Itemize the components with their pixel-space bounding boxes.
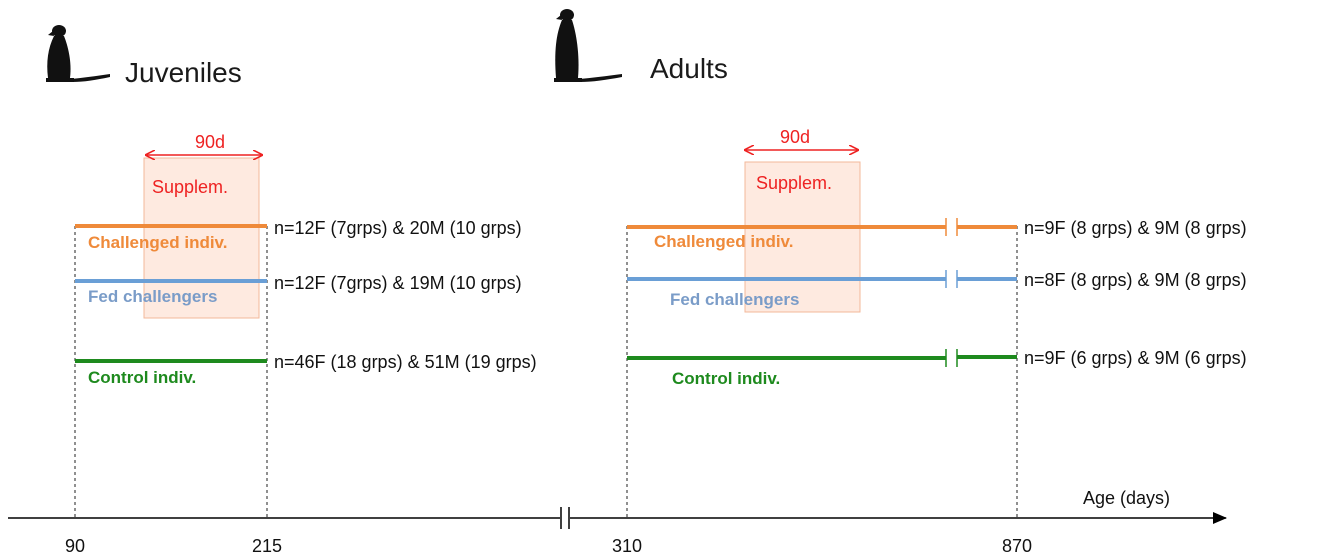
meerkat-silhouette-icon	[46, 25, 110, 82]
supplement-window-adults	[744, 161, 861, 313]
supplement-label-adults: Supplem.	[756, 173, 832, 193]
sample-size-adult-fed: n=8F (8 grps) & 9M (8 grps)	[1024, 270, 1247, 290]
meerkat-silhouette-icon	[554, 9, 622, 82]
panel-title-juveniles: Juveniles	[125, 57, 242, 88]
group-label-juv-challenged: Challenged indiv.	[88, 233, 227, 252]
supplement-window-juveniles	[143, 157, 260, 319]
sample-size-adult-control: n=9F (6 grps) & 9M (6 grps)	[1024, 348, 1247, 368]
group-line-adult-challenged	[627, 218, 1017, 236]
age-axis	[8, 507, 1227, 529]
sample-size-juv-control: n=46F (18 grps) & 51M (19 grps)	[274, 352, 537, 372]
group-line-adult-fed	[627, 270, 1017, 288]
group-label-adult-fed: Fed challengers	[670, 290, 799, 309]
group-label-juv-control: Control indiv.	[88, 368, 196, 387]
group-label-juv-fed: Fed challengers	[88, 287, 217, 306]
interval-label-adults: 90d	[780, 127, 810, 147]
sample-size-adult-challenged: n=9F (8 grps) & 9M (8 grps)	[1024, 218, 1247, 238]
supplement-label-juveniles: Supplem.	[152, 177, 228, 197]
panel-title-adults: Adults	[650, 53, 728, 84]
group-label-adult-challenged: Challenged indiv.	[654, 232, 793, 251]
sample-size-juv-challenged: n=12F (7grps) & 20M (10 grps)	[274, 218, 522, 238]
tick-label-215: 215	[252, 536, 282, 556]
tick-label-870: 870	[1002, 536, 1032, 556]
tick-label-90: 90	[65, 536, 85, 556]
group-label-adult-control: Control indiv.	[672, 369, 780, 388]
interval-label-juveniles: 90d	[195, 132, 225, 152]
group-line-adult-control	[627, 349, 1017, 367]
axis-label: Age (days)	[1083, 488, 1170, 508]
sample-size-juv-fed: n=12F (7grps) & 19M (10 grps)	[274, 273, 522, 293]
tick-label-310: 310	[612, 536, 642, 556]
